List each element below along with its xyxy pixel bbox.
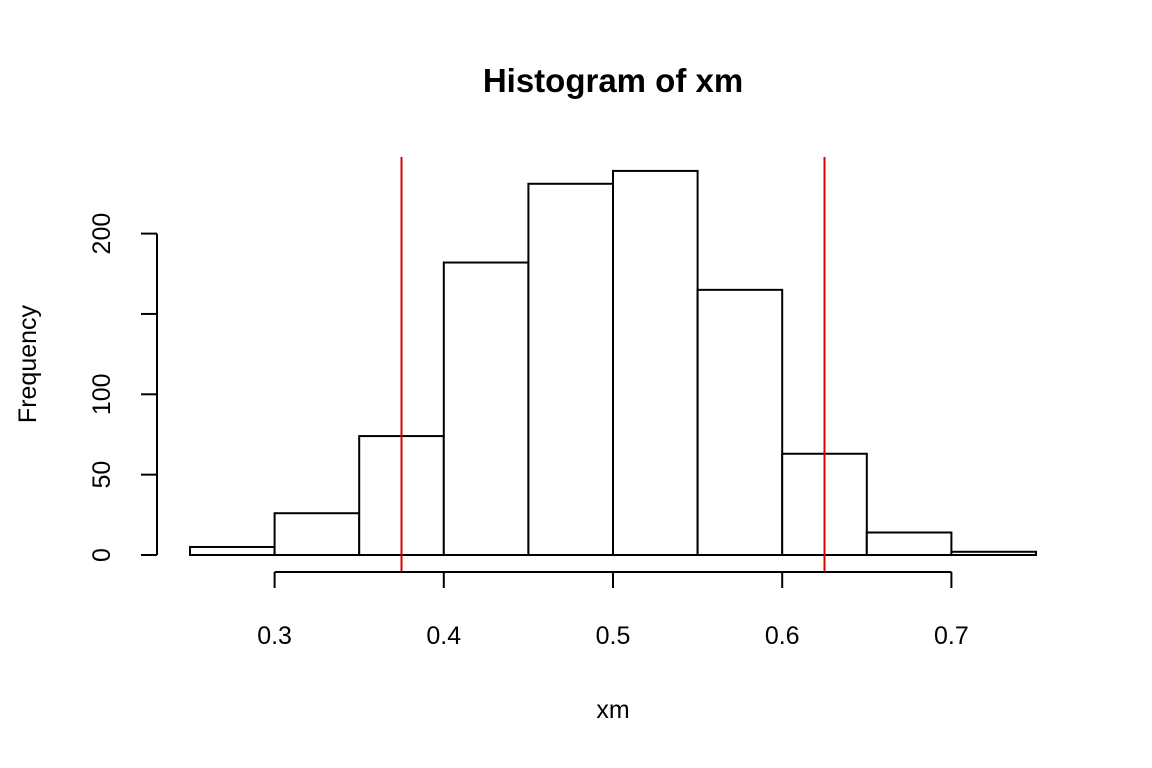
y-tick-label: 50 bbox=[88, 461, 116, 489]
histogram-bar bbox=[865, 531, 953, 557]
x-axis: 0.3 0.4 0.5 0.6 0.7 bbox=[257, 571, 969, 650]
y-axis: 0 50 100 200 bbox=[88, 213, 158, 562]
x-tick-label: 0.5 bbox=[596, 622, 631, 650]
histogram-bar bbox=[527, 182, 615, 557]
histogram-bar bbox=[950, 550, 1038, 557]
x-tick-label: 0.3 bbox=[257, 622, 292, 650]
histogram-bar bbox=[696, 288, 784, 556]
x-tick-label: 0.6 bbox=[765, 622, 800, 650]
bars-group bbox=[189, 169, 1038, 557]
reference-lines-group bbox=[400, 157, 826, 572]
histogram-bar bbox=[442, 261, 530, 556]
x-axis-label: xm bbox=[596, 696, 629, 724]
x-tick-label: 0.4 bbox=[426, 622, 461, 650]
x-tick-label: 0.7 bbox=[934, 622, 969, 650]
chart-title: Histogram of xm bbox=[483, 62, 743, 99]
y-tick-label: 100 bbox=[88, 373, 116, 415]
histogram-bar bbox=[273, 512, 361, 557]
y-axis-label: Frequency bbox=[14, 304, 42, 423]
y-tick-label: 0 bbox=[88, 548, 116, 562]
histogram-bar bbox=[189, 545, 276, 557]
y-tick-label: 200 bbox=[88, 213, 116, 255]
histogram-bar bbox=[612, 169, 699, 556]
